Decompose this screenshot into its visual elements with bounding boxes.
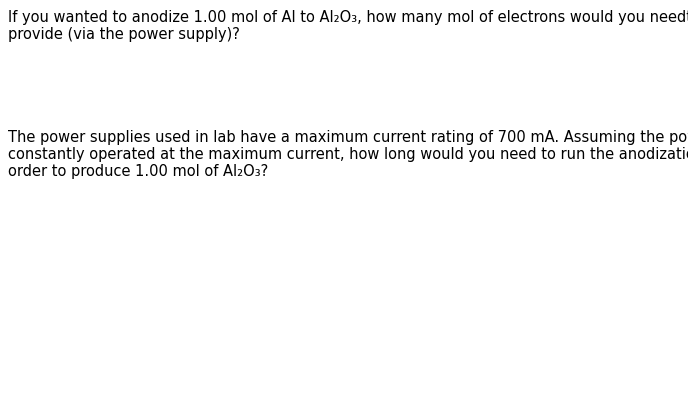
Text: constantly operated at the maximum current, how long would you need to run the a: constantly operated at the maximum curre… xyxy=(8,147,688,162)
Text: provide (via the power supply)?: provide (via the power supply)? xyxy=(8,27,240,42)
Text: The power supplies used in lab have a maximum current rating of 700 mA. Assuming: The power supplies used in lab have a ma… xyxy=(8,130,688,145)
Text: order to produce 1.00 mol of Al₂O₃?: order to produce 1.00 mol of Al₂O₃? xyxy=(8,164,268,179)
Text: If you wanted to anodize 1.00 mol of Al to Al₂O₃, how many mol of electrons woul: If you wanted to anodize 1.00 mol of Al … xyxy=(8,10,688,25)
